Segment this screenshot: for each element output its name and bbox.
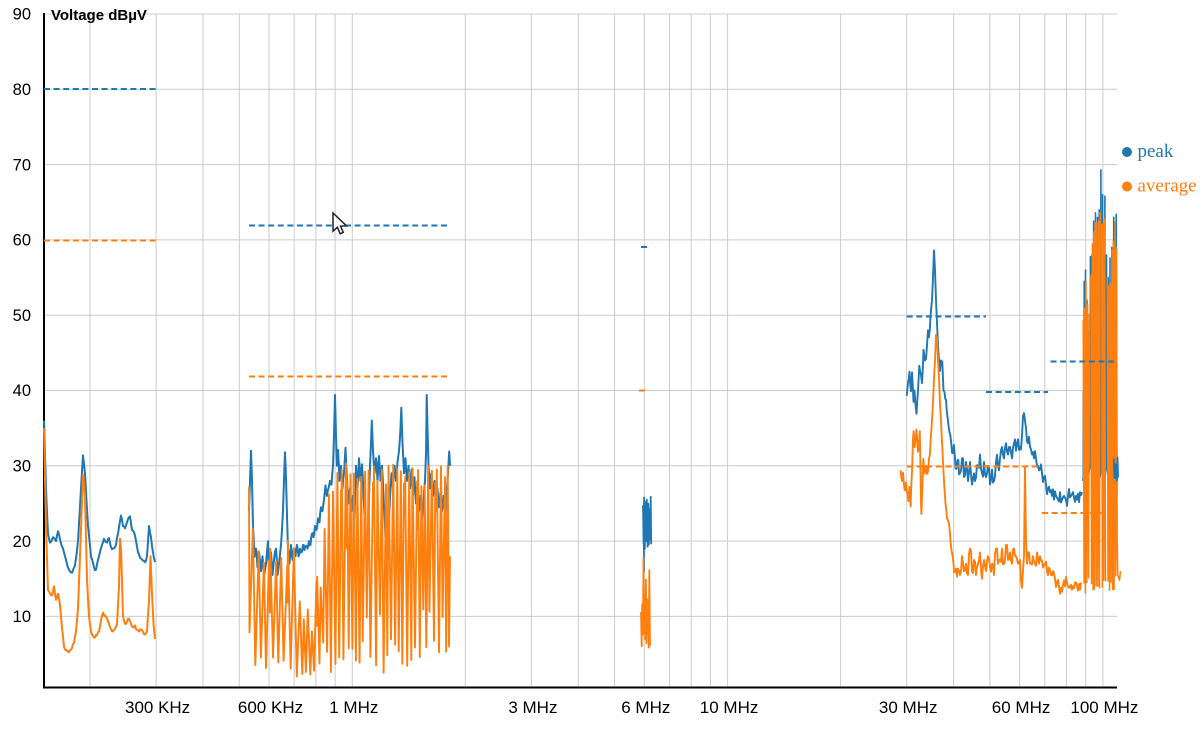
svg-text:6 MHz: 6 MHz bbox=[621, 698, 670, 717]
svg-text:600 KHz: 600 KHz bbox=[238, 698, 303, 717]
svg-text:20: 20 bbox=[13, 533, 31, 551]
svg-text:peak: peak bbox=[1138, 141, 1174, 162]
svg-text:1 MHz: 1 MHz bbox=[329, 698, 378, 717]
svg-text:80: 80 bbox=[13, 81, 31, 99]
svg-text:90: 90 bbox=[13, 6, 31, 24]
svg-text:300 KHz: 300 KHz bbox=[125, 698, 190, 717]
svg-text:average: average bbox=[1138, 176, 1197, 197]
svg-text:60 MHz: 60 MHz bbox=[992, 698, 1051, 717]
svg-text:3 MHz: 3 MHz bbox=[508, 698, 557, 717]
svg-text:10: 10 bbox=[13, 608, 31, 626]
svg-text:50: 50 bbox=[13, 307, 31, 325]
svg-text:40: 40 bbox=[13, 382, 31, 400]
svg-text:70: 70 bbox=[13, 156, 31, 174]
svg-text:100 MHz: 100 MHz bbox=[1070, 698, 1138, 717]
svg-text:60: 60 bbox=[13, 232, 31, 250]
svg-text:10 MHz: 10 MHz bbox=[700, 698, 759, 717]
svg-text:30: 30 bbox=[13, 458, 31, 476]
svg-text:30 MHz: 30 MHz bbox=[879, 698, 938, 717]
svg-text:Voltage dBµV: Voltage dBµV bbox=[51, 7, 147, 24]
